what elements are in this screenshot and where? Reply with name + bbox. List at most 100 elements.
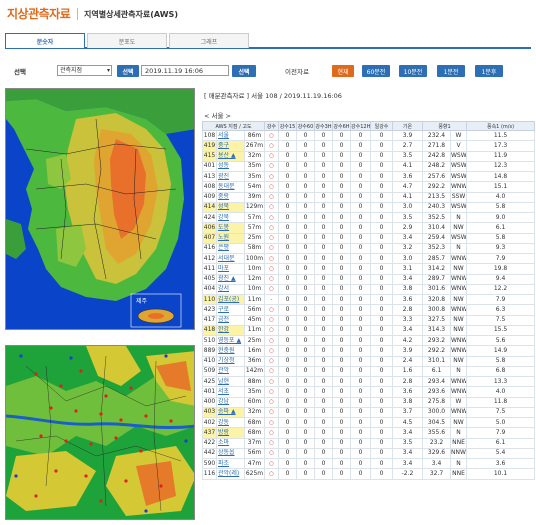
station-link[interactable]: 김포(공): [218, 295, 240, 303]
table-row[interactable]: 415 용산 ▲ 32m ○ 0 0 0 0 0 0 3.5 242.8 WSW 11.9: [202, 150, 536, 162]
station-link[interactable]: 강동: [218, 418, 230, 426]
station-link[interactable]: 동대문: [218, 182, 235, 190]
time-button-now[interactable]: 현재: [332, 65, 354, 77]
region-select[interactable]: 관측지점 ▾: [57, 65, 112, 76]
cell-name[interactable]: 김포(공): [216, 293, 245, 306]
station-link[interactable]: 중구: [218, 141, 230, 149]
cell-name[interactable]: 관악: [216, 365, 245, 378]
table-row[interactable]: 417 금천 45m ○ 0 0 0 0 0 0 3.3 327.5 NW 7.5: [202, 314, 536, 326]
station-link[interactable]: 금천: [218, 316, 230, 324]
cell-name[interactable]: 소마: [216, 437, 245, 449]
cell-name[interactable]: 한강: [216, 324, 245, 337]
tab-graph[interactable]: 그래프: [169, 33, 249, 48]
station-link[interactable]: 영등포 ▲: [218, 336, 242, 344]
station-link[interactable]: 서초: [218, 387, 230, 395]
table-row[interactable]: 422 소마 37m ○ 0 0 0 0 0 0 3.5 23.2 NNE 6.1: [202, 437, 536, 449]
cell-name[interactable]: 중구: [216, 140, 245, 152]
table-row[interactable]: 414 성북 129m ○ 0 0 0 0 0 0 3.0 240.3 WSW 5.8: [202, 201, 536, 214]
table-row[interactable]: 425 남현 88m ○ 0 0 0 0 0 0 2.8 293.4 WNW 13.3: [202, 375, 536, 388]
table-row[interactable]: 403 송파 ▲ 32m ○ 0 0 0 0 0 0 3.7 300.0 WNW 7.5: [202, 406, 536, 419]
cell-name[interactable]: 방랑: [216, 427, 245, 439]
cell-name[interactable]: 강북: [216, 211, 245, 224]
col-header-rain12h[interactable]: 강수12H: [350, 121, 371, 131]
time-button-10min-prev[interactable]: 10분전: [399, 65, 427, 77]
station-link[interactable]: 노원: [218, 234, 230, 242]
station-link[interactable]: 관악(레): [218, 469, 240, 477]
col-header-rain60[interactable]: 강수60: [296, 121, 315, 131]
station-link[interactable]: 소마: [218, 439, 230, 447]
station-link[interactable]: 서대문: [218, 254, 235, 262]
cell-name[interactable]: 성북: [216, 201, 245, 214]
cell-name[interactable]: 파조: [216, 457, 245, 470]
col-header-rain3h[interactable]: 강수3H: [314, 121, 333, 131]
table-row[interactable]: 406 도봉 57m ○ 0 0 0 0 0 0 2.9 310.4 NW 6.1: [202, 222, 536, 234]
cell-name[interactable]: 중랑: [216, 191, 245, 203]
region-select-button[interactable]: 선택: [117, 65, 139, 77]
station-link[interactable]: 중랑: [218, 193, 230, 201]
tab-distribution[interactable]: 분포도: [87, 33, 167, 48]
station-link[interactable]: 송파 ▲: [218, 408, 236, 416]
cell-name[interactable]: 노원: [216, 232, 245, 244]
cell-name[interactable]: 영등포 ▲: [216, 334, 245, 347]
station-link[interactable]: 강서: [218, 285, 230, 293]
cell-name[interactable]: 광진: [216, 170, 245, 183]
table-row[interactable]: 424 강북 57m ○ 0 0 0 0 0 0 3.5 352.5 N 9.0: [202, 211, 536, 224]
time-button-60min-prev[interactable]: 60분전: [362, 65, 390, 77]
table-row[interactable]: 510 영등포 ▲ 25m ○ 0 0 0 0 0 0 4.2 293.2 WNW 5.6: [202, 334, 536, 347]
col-header-rain-flag[interactable]: 강수: [264, 121, 279, 131]
station-link[interactable]: 관악: [218, 367, 230, 375]
table-row[interactable]: 418 한강 11m ○ 0 0 0 0 0 0 3.4 314.3 NW 15.5: [202, 324, 536, 337]
station-link[interactable]: 현충원: [218, 346, 235, 354]
table-row[interactable]: 116 관악(레) 625m ○ 0 0 0 0 0 0 -2.2 32.7 NNE 10.1: [202, 468, 536, 480]
station-link[interactable]: 마포: [218, 264, 230, 272]
station-link[interactable]: 광진 ▲: [218, 275, 236, 283]
cell-name[interactable]: 강동: [216, 416, 245, 429]
cell-name[interactable]: 서대문: [216, 252, 245, 265]
col-header-rain-day[interactable]: 일강수: [370, 121, 393, 131]
table-row[interactable]: 889 현충원 16m ○ 0 0 0 0 0 0 3.9 292.2 WNW 14.9: [202, 345, 536, 357]
cell-name[interactable]: 서초: [216, 386, 245, 398]
time-button-1min-prev[interactable]: 1분전: [437, 65, 465, 77]
table-row[interactable]: 437 방랑 68m ○ 0 0 0 0 0 0 3.4 355.6 N 7.9: [202, 427, 536, 439]
cell-name[interactable]: 남현: [216, 375, 245, 388]
time-button-1min-next[interactable]: 1분후: [475, 65, 503, 77]
table-row[interactable]: 419 중구 267m ○ 0 0 0 0 0 0 2.7 271.8 V 17.3: [202, 140, 536, 152]
table-row[interactable]: 404 강서 10m ○ 0 0 0 0 0 0 3.8 301.6 WNW 12.2: [202, 283, 536, 296]
datetime-input[interactable]: 2019.11.19 16:06: [141, 65, 229, 76]
table-row[interactable]: 412 서대문 100m ○ 0 0 0 0 0 0 3.0 285.7 WNW 7.9: [202, 252, 536, 265]
cell-name[interactable]: 은평: [216, 242, 245, 255]
cell-name[interactable]: 상동옵: [216, 447, 245, 460]
table-row[interactable]: 408 동대문 54m ○ 0 0 0 0 0 0 4.7 292.2 WNW 15.1: [202, 181, 536, 193]
table-row[interactable]: 405 광진 ▲ 12m ○ 0 0 0 0 0 0 3.4 289.7 WNW 9.4: [202, 273, 536, 285]
station-link[interactable]: 기상청: [218, 357, 235, 365]
col-header-station[interactable]: AWS 지점 / 고도: [202, 121, 265, 131]
station-link[interactable]: 강북: [218, 213, 230, 221]
col-header-temp[interactable]: 기온: [392, 121, 423, 131]
cell-name[interactable]: 강남: [216, 396, 245, 408]
station-link[interactable]: 용산 ▲: [218, 152, 236, 160]
station-link[interactable]: 서울: [218, 131, 230, 139]
table-row[interactable]: 401 서초 35m ○ 0 0 0 0 0 0 3.6 293.6 WNW 4.0: [202, 386, 536, 398]
station-link[interactable]: 파조: [218, 459, 230, 467]
table-row[interactable]: 407 노원 25m ○ 0 0 0 0 0 0 3.4 259.4 WSW 5.8: [202, 232, 536, 244]
cell-name[interactable]: 관악(레): [216, 468, 245, 480]
national-map[interactable]: 제주: [5, 88, 195, 330]
cell-name[interactable]: 구로: [216, 304, 245, 316]
table-row[interactable]: 509 관악 142m ○ 0 0 0 0 0 0 1.6 6.1 N 6.8: [202, 365, 536, 378]
table-row[interactable]: 110 김포(공) 11m -0 0 0 0 0 0 3.6 320.8 NW 7.9: [202, 293, 536, 306]
table-row[interactable]: 400 강남 60m ○ 0 0 0 0 0 0 3.8 275.8 W 11.8: [202, 396, 536, 408]
cell-name[interactable]: 마포: [216, 263, 245, 275]
table-row[interactable]: 423 구로 56m ○ 0 0 0 0 0 0 2.8 300.8 WNW 6.3: [202, 304, 536, 316]
station-link[interactable]: 남현: [218, 377, 230, 385]
cell-name[interactable]: 서울: [216, 129, 245, 142]
cell-name[interactable]: 송파 ▲: [216, 406, 245, 419]
station-link[interactable]: 광진: [218, 172, 230, 180]
table-row[interactable]: 402 강동 68m ○ 0 0 0 0 0 0 4.5 304.5 NW 5.0: [202, 416, 536, 429]
cell-name[interactable]: 강서: [216, 283, 245, 296]
station-link[interactable]: 상동옵: [218, 449, 235, 457]
col-header-wind-speed[interactable]: 풍속1 (m/s): [466, 121, 536, 131]
station-link[interactable]: 은평: [218, 244, 230, 252]
cell-name[interactable]: 현충원: [216, 345, 245, 357]
station-link[interactable]: 강남: [218, 398, 230, 406]
col-header-rain15[interactable]: 강수15: [278, 121, 297, 131]
